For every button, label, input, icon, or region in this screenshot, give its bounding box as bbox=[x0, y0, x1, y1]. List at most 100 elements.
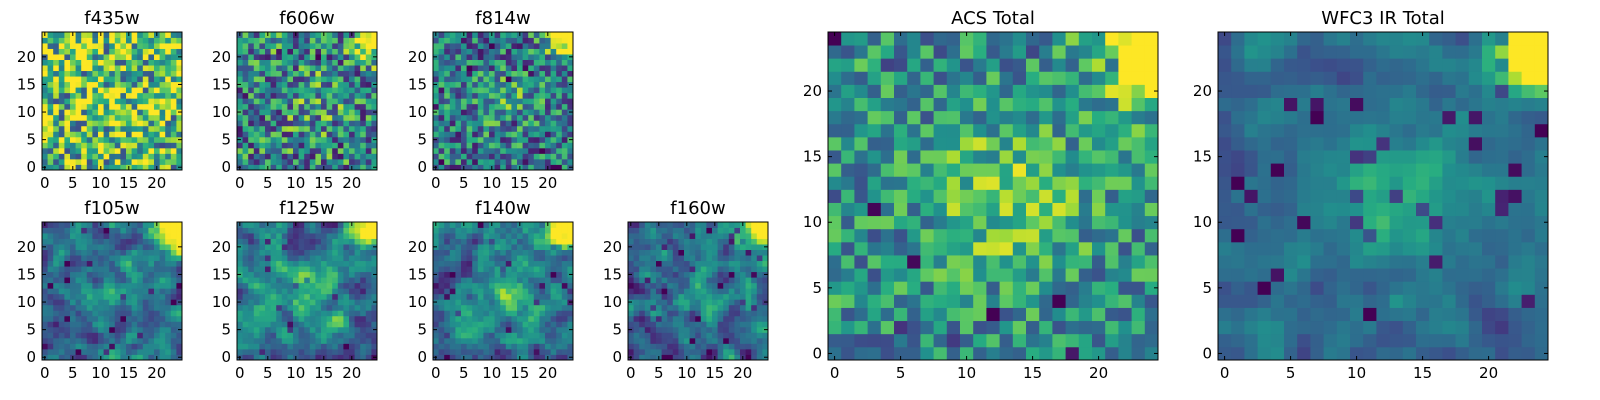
x-tick-label: 20 bbox=[342, 364, 361, 382]
heatmap-cell bbox=[528, 59, 535, 66]
heatmap-cell bbox=[533, 81, 540, 88]
heatmap-cell bbox=[281, 315, 288, 322]
heatmap-cell bbox=[81, 114, 88, 121]
heatmap-cell bbox=[120, 37, 127, 44]
heatmap-cell bbox=[148, 70, 155, 77]
y-tick-label: 5 bbox=[221, 321, 231, 339]
heatmap-cell bbox=[880, 215, 895, 230]
heatmap-cell bbox=[281, 114, 288, 121]
heatmap-cell bbox=[154, 260, 160, 267]
heatmap-cell bbox=[276, 59, 283, 66]
heatmap-cell bbox=[483, 164, 490, 171]
heatmap-cell bbox=[1065, 215, 1080, 230]
heatmap-cell bbox=[689, 233, 696, 239]
heatmap-cell bbox=[438, 142, 445, 149]
heatmap-cell bbox=[47, 244, 54, 250]
heatmap-cell bbox=[332, 125, 339, 132]
heatmap-cell bbox=[142, 125, 149, 132]
heatmap-cell bbox=[92, 321, 99, 328]
heatmap-cell bbox=[58, 98, 65, 105]
heatmap-cell bbox=[304, 343, 311, 350]
heatmap-cell bbox=[142, 164, 149, 171]
heatmap-cell bbox=[522, 48, 529, 55]
heatmap-cell bbox=[449, 299, 456, 306]
heatmap-cell bbox=[1105, 215, 1119, 230]
heatmap-cell bbox=[511, 70, 518, 77]
heatmap-cell bbox=[75, 315, 82, 322]
heatmap-cell bbox=[500, 299, 507, 306]
heatmap-cell bbox=[505, 227, 512, 234]
heatmap-cell bbox=[86, 131, 93, 138]
heatmap-cell bbox=[365, 87, 372, 94]
heatmap-cell bbox=[332, 54, 339, 60]
heatmap-cell bbox=[131, 282, 138, 289]
heatmap-cell bbox=[522, 136, 529, 143]
heatmap-cell bbox=[248, 310, 255, 317]
heatmap-cell bbox=[1092, 346, 1106, 361]
heatmap-cell bbox=[259, 98, 266, 105]
heatmap-cell bbox=[438, 310, 445, 317]
heatmap-cell bbox=[126, 125, 132, 132]
heatmap-cell bbox=[304, 326, 311, 333]
heatmap-cell bbox=[650, 321, 657, 328]
heatmap-cell bbox=[466, 277, 473, 284]
x-tick-label: 15 bbox=[510, 364, 529, 382]
heatmap-cell bbox=[1144, 320, 1159, 335]
heatmap-cell bbox=[894, 163, 908, 177]
heatmap-cell bbox=[321, 43, 327, 49]
heatmap-cell bbox=[472, 98, 479, 105]
heatmap-cell bbox=[148, 343, 155, 350]
heatmap-cell bbox=[42, 332, 48, 339]
heatmap-cell bbox=[483, 98, 490, 105]
heatmap-cell bbox=[70, 153, 76, 160]
heatmap-cell bbox=[466, 32, 473, 38]
heatmap-cell bbox=[53, 326, 60, 333]
heatmap-cell bbox=[472, 76, 479, 83]
heatmap-cell bbox=[946, 320, 961, 335]
heatmap-cell bbox=[64, 354, 71, 361]
heatmap-cell bbox=[114, 76, 121, 83]
heatmap-cell bbox=[461, 282, 467, 289]
heatmap-cell bbox=[684, 255, 690, 262]
heatmap-cell bbox=[142, 147, 149, 154]
heatmap-cell bbox=[337, 109, 344, 116]
heatmap-cell bbox=[1052, 281, 1066, 295]
heatmap-cell bbox=[293, 48, 299, 55]
heatmap-cell bbox=[567, 70, 574, 77]
heatmap-cell bbox=[672, 293, 679, 300]
heatmap-cell bbox=[684, 304, 690, 311]
heatmap-cell bbox=[567, 98, 574, 105]
heatmap-cell bbox=[449, 238, 456, 245]
heatmap-cell bbox=[644, 343, 651, 350]
heatmap-cell bbox=[53, 109, 60, 116]
heatmap-cell bbox=[500, 43, 507, 49]
heatmap-cell bbox=[728, 282, 735, 289]
heatmap-cell bbox=[751, 337, 758, 344]
heatmap-cell bbox=[539, 244, 546, 250]
heatmap-cell bbox=[42, 310, 48, 317]
heatmap-cell bbox=[667, 260, 674, 267]
heatmap-cell bbox=[828, 320, 842, 335]
heatmap-cell bbox=[723, 266, 730, 273]
heatmap-cell bbox=[237, 233, 243, 239]
heatmap-cell bbox=[321, 255, 327, 262]
y-tick-label: 20 bbox=[17, 48, 36, 66]
heatmap-cell bbox=[1065, 202, 1080, 217]
heatmap-cell bbox=[751, 310, 758, 317]
heatmap-cell bbox=[142, 76, 149, 83]
heatmap-cell bbox=[433, 48, 439, 55]
heatmap-cell bbox=[120, 266, 127, 273]
heatmap-cell bbox=[349, 142, 355, 149]
heatmap-cell bbox=[304, 43, 311, 49]
heatmap-cell bbox=[533, 293, 540, 300]
heatmap-cell bbox=[53, 65, 60, 72]
heatmap-cell bbox=[371, 43, 378, 49]
heatmap-cell bbox=[960, 320, 974, 335]
heatmap-cell bbox=[281, 158, 288, 165]
heatmap-cell bbox=[438, 288, 445, 295]
heatmap-cell bbox=[745, 227, 752, 234]
heatmap-cell bbox=[444, 142, 451, 149]
heatmap-cell bbox=[550, 147, 557, 154]
heatmap-cell bbox=[986, 150, 1000, 164]
